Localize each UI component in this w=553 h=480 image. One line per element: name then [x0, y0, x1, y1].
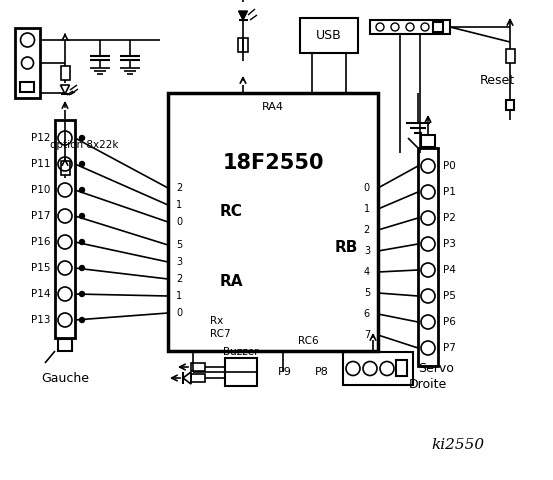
- Bar: [343, 352, 413, 385]
- Circle shape: [80, 317, 85, 323]
- Text: 7: 7: [364, 330, 370, 340]
- Text: P1: P1: [443, 187, 456, 197]
- Text: P0: P0: [443, 161, 456, 171]
- Text: Rx: Rx: [210, 316, 223, 326]
- Text: P2: P2: [443, 213, 456, 223]
- Bar: [418, 148, 438, 366]
- Circle shape: [80, 188, 85, 192]
- Bar: [60, 161, 70, 175]
- Circle shape: [80, 161, 85, 167]
- Text: P8: P8: [315, 367, 329, 377]
- Text: 6: 6: [364, 309, 370, 319]
- Text: P12: P12: [30, 133, 50, 143]
- Bar: [238, 37, 248, 51]
- Text: RC: RC: [220, 204, 243, 218]
- Bar: [300, 18, 358, 53]
- Text: 4: 4: [364, 267, 370, 277]
- Text: P14: P14: [30, 289, 50, 299]
- Text: RC7: RC7: [210, 329, 231, 339]
- Bar: [433, 22, 443, 32]
- Text: 5: 5: [176, 240, 182, 250]
- Bar: [506, 100, 514, 110]
- Text: 3: 3: [364, 246, 370, 256]
- Bar: [15, 28, 40, 98]
- Text: P13: P13: [30, 315, 50, 325]
- Text: 5: 5: [364, 288, 370, 298]
- Text: option 8x22k: option 8x22k: [50, 140, 118, 150]
- Text: 0: 0: [176, 308, 182, 318]
- Bar: [370, 20, 450, 34]
- Text: P4: P4: [443, 265, 456, 275]
- Text: P5: P5: [443, 291, 456, 301]
- Text: P15: P15: [30, 263, 50, 273]
- Bar: [396, 360, 407, 376]
- Text: 3: 3: [176, 257, 182, 267]
- Bar: [421, 135, 435, 147]
- Text: ki2550: ki2550: [431, 438, 484, 452]
- Text: 0: 0: [364, 183, 370, 193]
- Text: P10: P10: [30, 185, 50, 195]
- Bar: [225, 358, 257, 386]
- Text: 0: 0: [176, 217, 182, 227]
- Text: P6: P6: [443, 317, 456, 327]
- Text: 1: 1: [176, 291, 182, 301]
- Text: RB: RB: [335, 240, 358, 255]
- Bar: [20, 82, 34, 92]
- Bar: [60, 66, 70, 80]
- Text: P3: P3: [443, 239, 456, 249]
- Circle shape: [80, 291, 85, 297]
- Text: 1: 1: [364, 204, 370, 214]
- Bar: [55, 120, 75, 338]
- Bar: [191, 374, 205, 382]
- Text: P7: P7: [443, 343, 456, 353]
- Text: RC6: RC6: [298, 336, 319, 346]
- Bar: [168, 93, 378, 351]
- Circle shape: [80, 265, 85, 271]
- Text: Buzzer: Buzzer: [223, 347, 259, 357]
- Text: 2: 2: [176, 274, 182, 284]
- Text: 1: 1: [176, 200, 182, 210]
- Text: P16: P16: [30, 237, 50, 247]
- Text: P11: P11: [30, 159, 50, 169]
- Text: 18F2550: 18F2550: [222, 153, 324, 173]
- Text: 2: 2: [364, 225, 370, 235]
- Text: RA4: RA4: [262, 102, 284, 112]
- Bar: [58, 339, 72, 351]
- Circle shape: [80, 214, 85, 218]
- Text: Gauche: Gauche: [41, 372, 89, 384]
- Text: 2: 2: [176, 183, 182, 193]
- Circle shape: [80, 240, 85, 244]
- Text: P17: P17: [30, 211, 50, 221]
- Circle shape: [80, 135, 85, 141]
- Text: Reset: Reset: [480, 73, 515, 86]
- Bar: [191, 363, 205, 371]
- Text: Droite: Droite: [409, 377, 447, 391]
- Polygon shape: [238, 11, 248, 20]
- Text: USB: USB: [316, 29, 342, 42]
- Text: Servo: Servo: [418, 362, 454, 375]
- Text: RA: RA: [220, 274, 243, 288]
- Text: P9: P9: [278, 367, 292, 377]
- Bar: [505, 49, 514, 63]
